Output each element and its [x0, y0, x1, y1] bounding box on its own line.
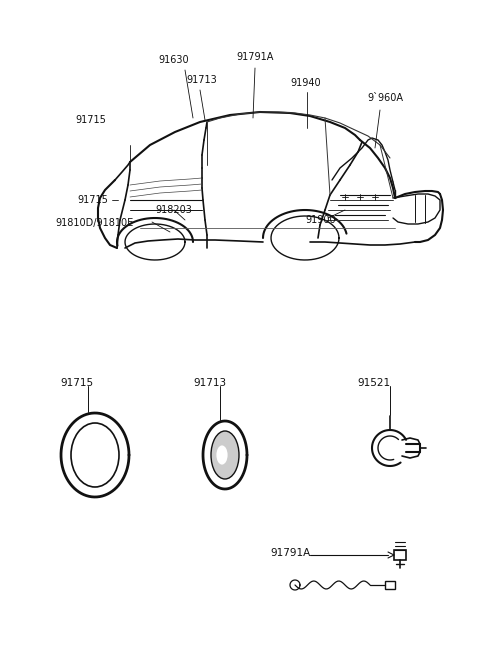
Text: 91810D/91810E: 91810D/91810E — [55, 218, 133, 228]
Text: 918203: 918203 — [155, 205, 192, 215]
Text: 9`960A: 9`960A — [367, 93, 403, 103]
Text: 91791A: 91791A — [236, 52, 274, 62]
Text: 91713: 91713 — [186, 75, 217, 85]
Text: 91715: 91715 — [77, 195, 108, 205]
FancyBboxPatch shape — [394, 550, 406, 560]
Text: 91791A: 91791A — [270, 548, 310, 558]
Text: 91630: 91630 — [158, 55, 189, 65]
Ellipse shape — [211, 431, 239, 479]
Text: 91900: 91900 — [305, 215, 336, 225]
Text: 91713: 91713 — [193, 378, 226, 388]
Text: 91715: 91715 — [75, 115, 106, 125]
Text: 91521: 91521 — [357, 378, 390, 388]
Ellipse shape — [216, 445, 228, 464]
Text: 91940: 91940 — [290, 78, 321, 88]
Ellipse shape — [71, 423, 119, 487]
FancyBboxPatch shape — [385, 581, 395, 589]
Text: 91715: 91715 — [60, 378, 93, 388]
